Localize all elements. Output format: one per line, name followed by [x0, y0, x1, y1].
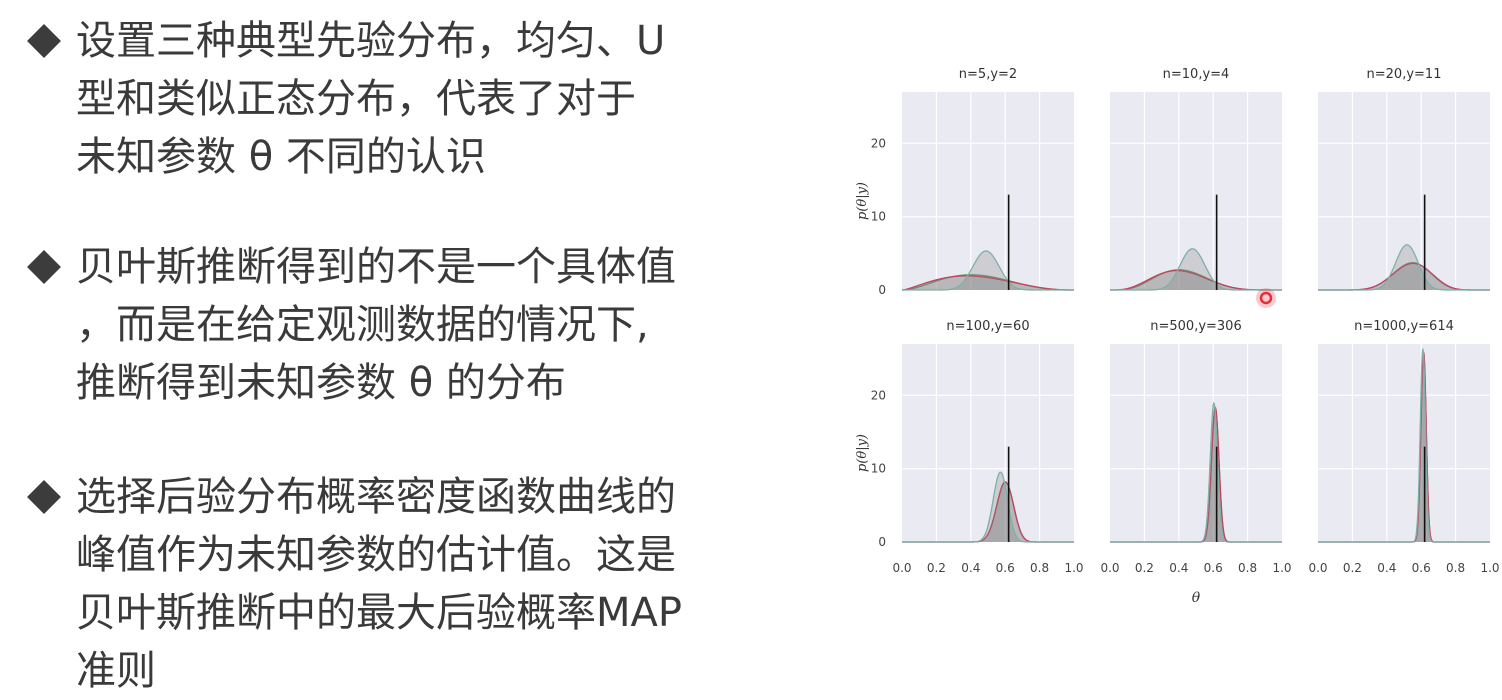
- y-axis-label: p(θ|y): [855, 182, 870, 220]
- panel-title: n=20,y=11: [1367, 67, 1442, 82]
- panel-title: n=10,y=4: [1163, 67, 1230, 82]
- posterior-curve: [1110, 401, 1282, 543]
- bullet-item: 设置三种典型先验分布，均匀、U 型和类似正态分布，代表了对于 未知参数 θ 不同…: [16, 12, 796, 186]
- x-tick-label: 0.6: [996, 561, 1015, 575]
- y-axis-label: p(θ|y): [855, 434, 870, 472]
- x-tick-label: 1.0: [1480, 561, 1499, 575]
- panel-title: n=100,y=60: [946, 319, 1029, 334]
- panel-background: [902, 92, 1074, 290]
- posterior-area: [1318, 262, 1490, 290]
- posterior-area: [902, 250, 1074, 290]
- x-tick-label: 0.4: [1377, 561, 1396, 575]
- x-tick-label: 0.4: [961, 561, 980, 575]
- panel-background: [1110, 92, 1282, 290]
- bullet-line: 推断得到未知参数 θ 的分布: [76, 360, 566, 406]
- posterior-curve: [1110, 248, 1282, 291]
- x-tick-label: 0.8: [1238, 561, 1257, 575]
- x-tick-label: 0.2: [1135, 561, 1154, 575]
- diamond-bullet-icon: [27, 480, 61, 514]
- y-tick-label: 20: [871, 388, 886, 402]
- bullet-item: 贝叶斯推断得到的不是一个具体值 ，而是在给定观测数据的情况下, 推断得到未知参数…: [16, 238, 796, 412]
- x-tick-label: 0.0: [1308, 561, 1327, 575]
- posterior-area: [1318, 263, 1490, 290]
- panel-background: [902, 344, 1074, 542]
- bullet-line: 贝叶斯推断中的最大后验概率MAP: [76, 590, 682, 636]
- posterior-area: [1318, 244, 1490, 290]
- panel-title: n=500,y=306: [1150, 319, 1241, 334]
- x-tick-label: 0.8: [1446, 561, 1465, 575]
- x-tick-label: 0.2: [927, 561, 946, 575]
- panel-title: n=1000,y=614: [1354, 319, 1454, 334]
- subplot-panel: n=500,y=306 0.0 0.2 0.4 0.6 0.8 1.0: [1100, 319, 1291, 575]
- bullet-line: 选择后验分布概率密度函数曲线的: [76, 474, 676, 520]
- posterior-area: [1110, 270, 1282, 290]
- panel-title: n=5,y=2: [959, 67, 1017, 82]
- x-tick-label: 0.6: [1204, 561, 1223, 575]
- x-tick-label: 0.6: [1412, 561, 1431, 575]
- y-tick-label: 10: [871, 462, 886, 476]
- bullet-line: 贝叶斯推断得到的不是一个具体值: [76, 244, 676, 290]
- bullet-text: 设置三种典型先验分布，均匀、U 型和类似正态分布，代表了对于 未知参数 θ 不同…: [76, 12, 796, 186]
- y-tick-label: 0: [878, 535, 886, 549]
- bullet-text: 选择后验分布概率密度函数曲线的 峰值作为未知参数的估计值。这是 贝叶斯推断中的最…: [76, 468, 796, 700]
- subplot-panel: n=1000,y=614 0.0 0.2 0.4 0.6 0.8 1.0: [1308, 319, 1499, 575]
- x-tick-label: 0.8: [1030, 561, 1049, 575]
- subplot-panel: n=10,y=4: [1110, 67, 1282, 291]
- posterior-curve: [902, 471, 1074, 543]
- bullet-line: 设置三种典型先验分布，均匀、U: [76, 18, 666, 64]
- posterior-area: [1110, 269, 1282, 290]
- bullet-line: 型和类似正态分布，代表了对于: [76, 76, 636, 122]
- cursor-marker-icon: [1256, 288, 1276, 308]
- cursor-marker-halo: [1256, 288, 1276, 308]
- bullet-line: ，而是在给定观测数据的情况下,: [76, 302, 649, 348]
- bullet-line: 峰值作为未知参数的估计值。这是: [76, 532, 676, 578]
- y-tick-label: 20: [871, 136, 886, 150]
- posterior-curve: [1318, 348, 1490, 543]
- diamond-bullet-icon: [27, 250, 61, 284]
- subplot-panel: n=5,y=2 0 10 20 p(θ|y): [855, 67, 1074, 297]
- bullet-item: 选择后验分布概率密度函数曲线的 峰值作为未知参数的估计值。这是 贝叶斯推断中的最…: [16, 468, 796, 700]
- bullet-text: 贝叶斯推断得到的不是一个具体值 ，而是在给定观测数据的情况下, 推断得到未知参数…: [76, 238, 796, 412]
- bullet-line: 准则: [76, 648, 156, 694]
- subplot-panel: n=20,y=11: [1318, 67, 1490, 291]
- x-tick-label: 1.0: [1064, 561, 1083, 575]
- x-axis-label: θ: [1192, 590, 1201, 606]
- posterior-curve: [902, 250, 1074, 291]
- subplot-panel: n=100,y=60 0 10 20 p(θ|y) 0.0 0.2 0.4 0.6 0.8 1.0: [855, 319, 1084, 575]
- chart-svg: n=5,y=2 0 10 20 p(θ|y) n=10,y=4 n=20,y=11 n=100…: [855, 67, 1500, 606]
- x-tick-label: 0.4: [1169, 561, 1188, 575]
- x-tick-label: 1.0: [1272, 561, 1291, 575]
- x-tick-label: 0.0: [1100, 561, 1119, 575]
- posterior-curve: [1318, 244, 1490, 291]
- y-tick-label: 10: [871, 210, 886, 224]
- posterior-curve: [901, 275, 1074, 291]
- x-tick-label: 0.0: [892, 561, 911, 575]
- slide-text: 设置三种典型先验分布，均匀、U 型和类似正态分布，代表了对于 未知参数 θ 不同…: [16, 12, 796, 694]
- posterior-area: [1110, 248, 1282, 290]
- y-tick-label: 0: [878, 283, 886, 297]
- diamond-bullet-icon: [27, 24, 61, 58]
- panel-background: [1318, 92, 1490, 290]
- x-tick-label: 0.2: [1343, 561, 1362, 575]
- posterior-figure: n=5,y=2 0 10 20 p(θ|y) n=10,y=4 n=20,y=11 n=100…: [820, 0, 1502, 694]
- bullet-line: 未知参数 θ 不同的认识: [76, 134, 486, 180]
- cursor-marker-ring: [1259, 291, 1273, 305]
- panel-background: [1318, 344, 1490, 542]
- panel-background: [1110, 344, 1282, 542]
